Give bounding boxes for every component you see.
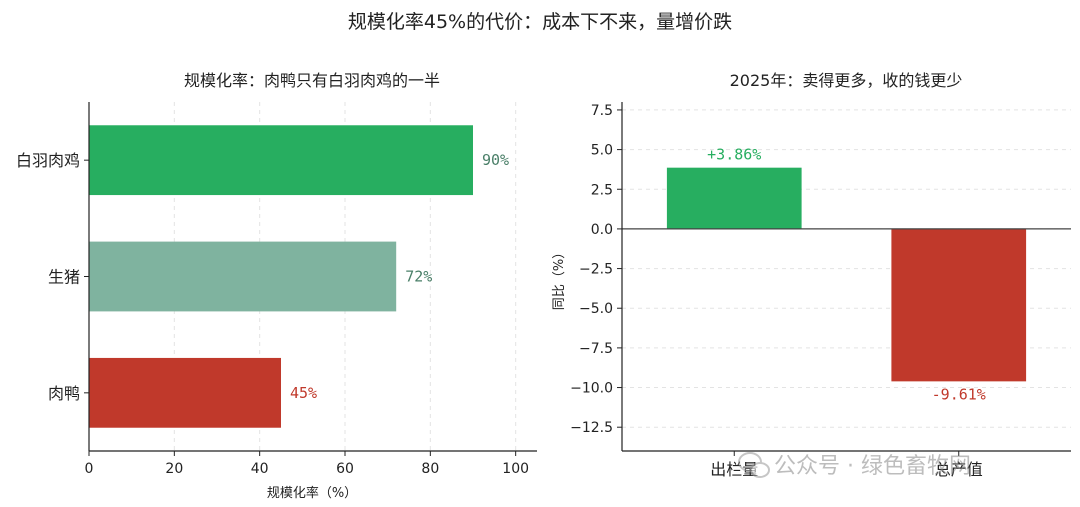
figure-title: 规模化率45%的代价：成本下不来，量增价跌	[348, 11, 732, 33]
chart-yoy-change: 2025年：卖得更多，收的钱更少 同比（%） +3.86% -9.61% 7.5 5…	[552, 71, 1071, 479]
left-x-tick-label: 60	[336, 461, 354, 477]
chart-right-ylabel: 同比（%）	[552, 246, 567, 310]
chart-scale-rate: 规模化率：肉鸭只有白羽肉鸡的一半 规模化率（%） 90% 72% 45% 0 20 40…	[16, 71, 537, 501]
left-x-tick-label: 100	[502, 461, 529, 477]
left-data-label: 72%	[405, 268, 432, 286]
left-x-tick-label: 0	[85, 461, 94, 477]
chart-right-title: 2025年：卖得更多，收的钱更少	[730, 71, 963, 90]
right-y-tick-label: 2.5	[591, 182, 613, 198]
chart-left-xlabel: 规模化率（%）	[267, 485, 357, 501]
chart-left-title: 规模化率：肉鸭只有白羽肉鸡的一半	[184, 71, 440, 90]
right-y-tick-label: 0.0	[591, 222, 613, 238]
right-y-tick-label: 7.5	[591, 103, 613, 119]
right-y-tick-label: 5.0	[591, 143, 613, 159]
right-y-tick-label: −2.5	[579, 262, 613, 278]
wechat-logo-icon	[738, 452, 770, 478]
right-bar	[891, 228, 1027, 382]
left-x-tick-label: 20	[165, 461, 183, 477]
right-y-tick-label: −7.5	[579, 341, 613, 357]
left-bar	[89, 357, 281, 428]
left-bar	[89, 241, 397, 312]
right-data-label: +3.86%	[707, 146, 761, 164]
right-category-label: 总产值	[935, 460, 983, 479]
left-category-label: 生猪	[48, 268, 80, 287]
left-data-label: 45%	[290, 384, 317, 402]
watermark-text: 公众号 · 绿色畜牧网	[774, 454, 971, 479]
right-y-tick-label: −12.5	[570, 420, 613, 436]
left-category-label: 肉鸭	[48, 384, 80, 403]
right-y-tick-label: −10.0	[570, 381, 613, 397]
right-bar	[666, 167, 802, 229]
left-x-tick-label: 80	[421, 461, 439, 477]
left-x-tick-label: 40	[251, 461, 269, 477]
watermark: 公众号 · 绿色畜牧网	[738, 452, 971, 479]
right-category-label: 出栏量	[710, 460, 758, 479]
right-data-label: -9.61%	[932, 385, 986, 403]
right-y-tick-label: −5.0	[579, 301, 613, 317]
left-bar	[89, 125, 473, 196]
left-category-label: 白羽肉鸡	[16, 151, 80, 170]
left-data-label: 90%	[482, 151, 509, 169]
